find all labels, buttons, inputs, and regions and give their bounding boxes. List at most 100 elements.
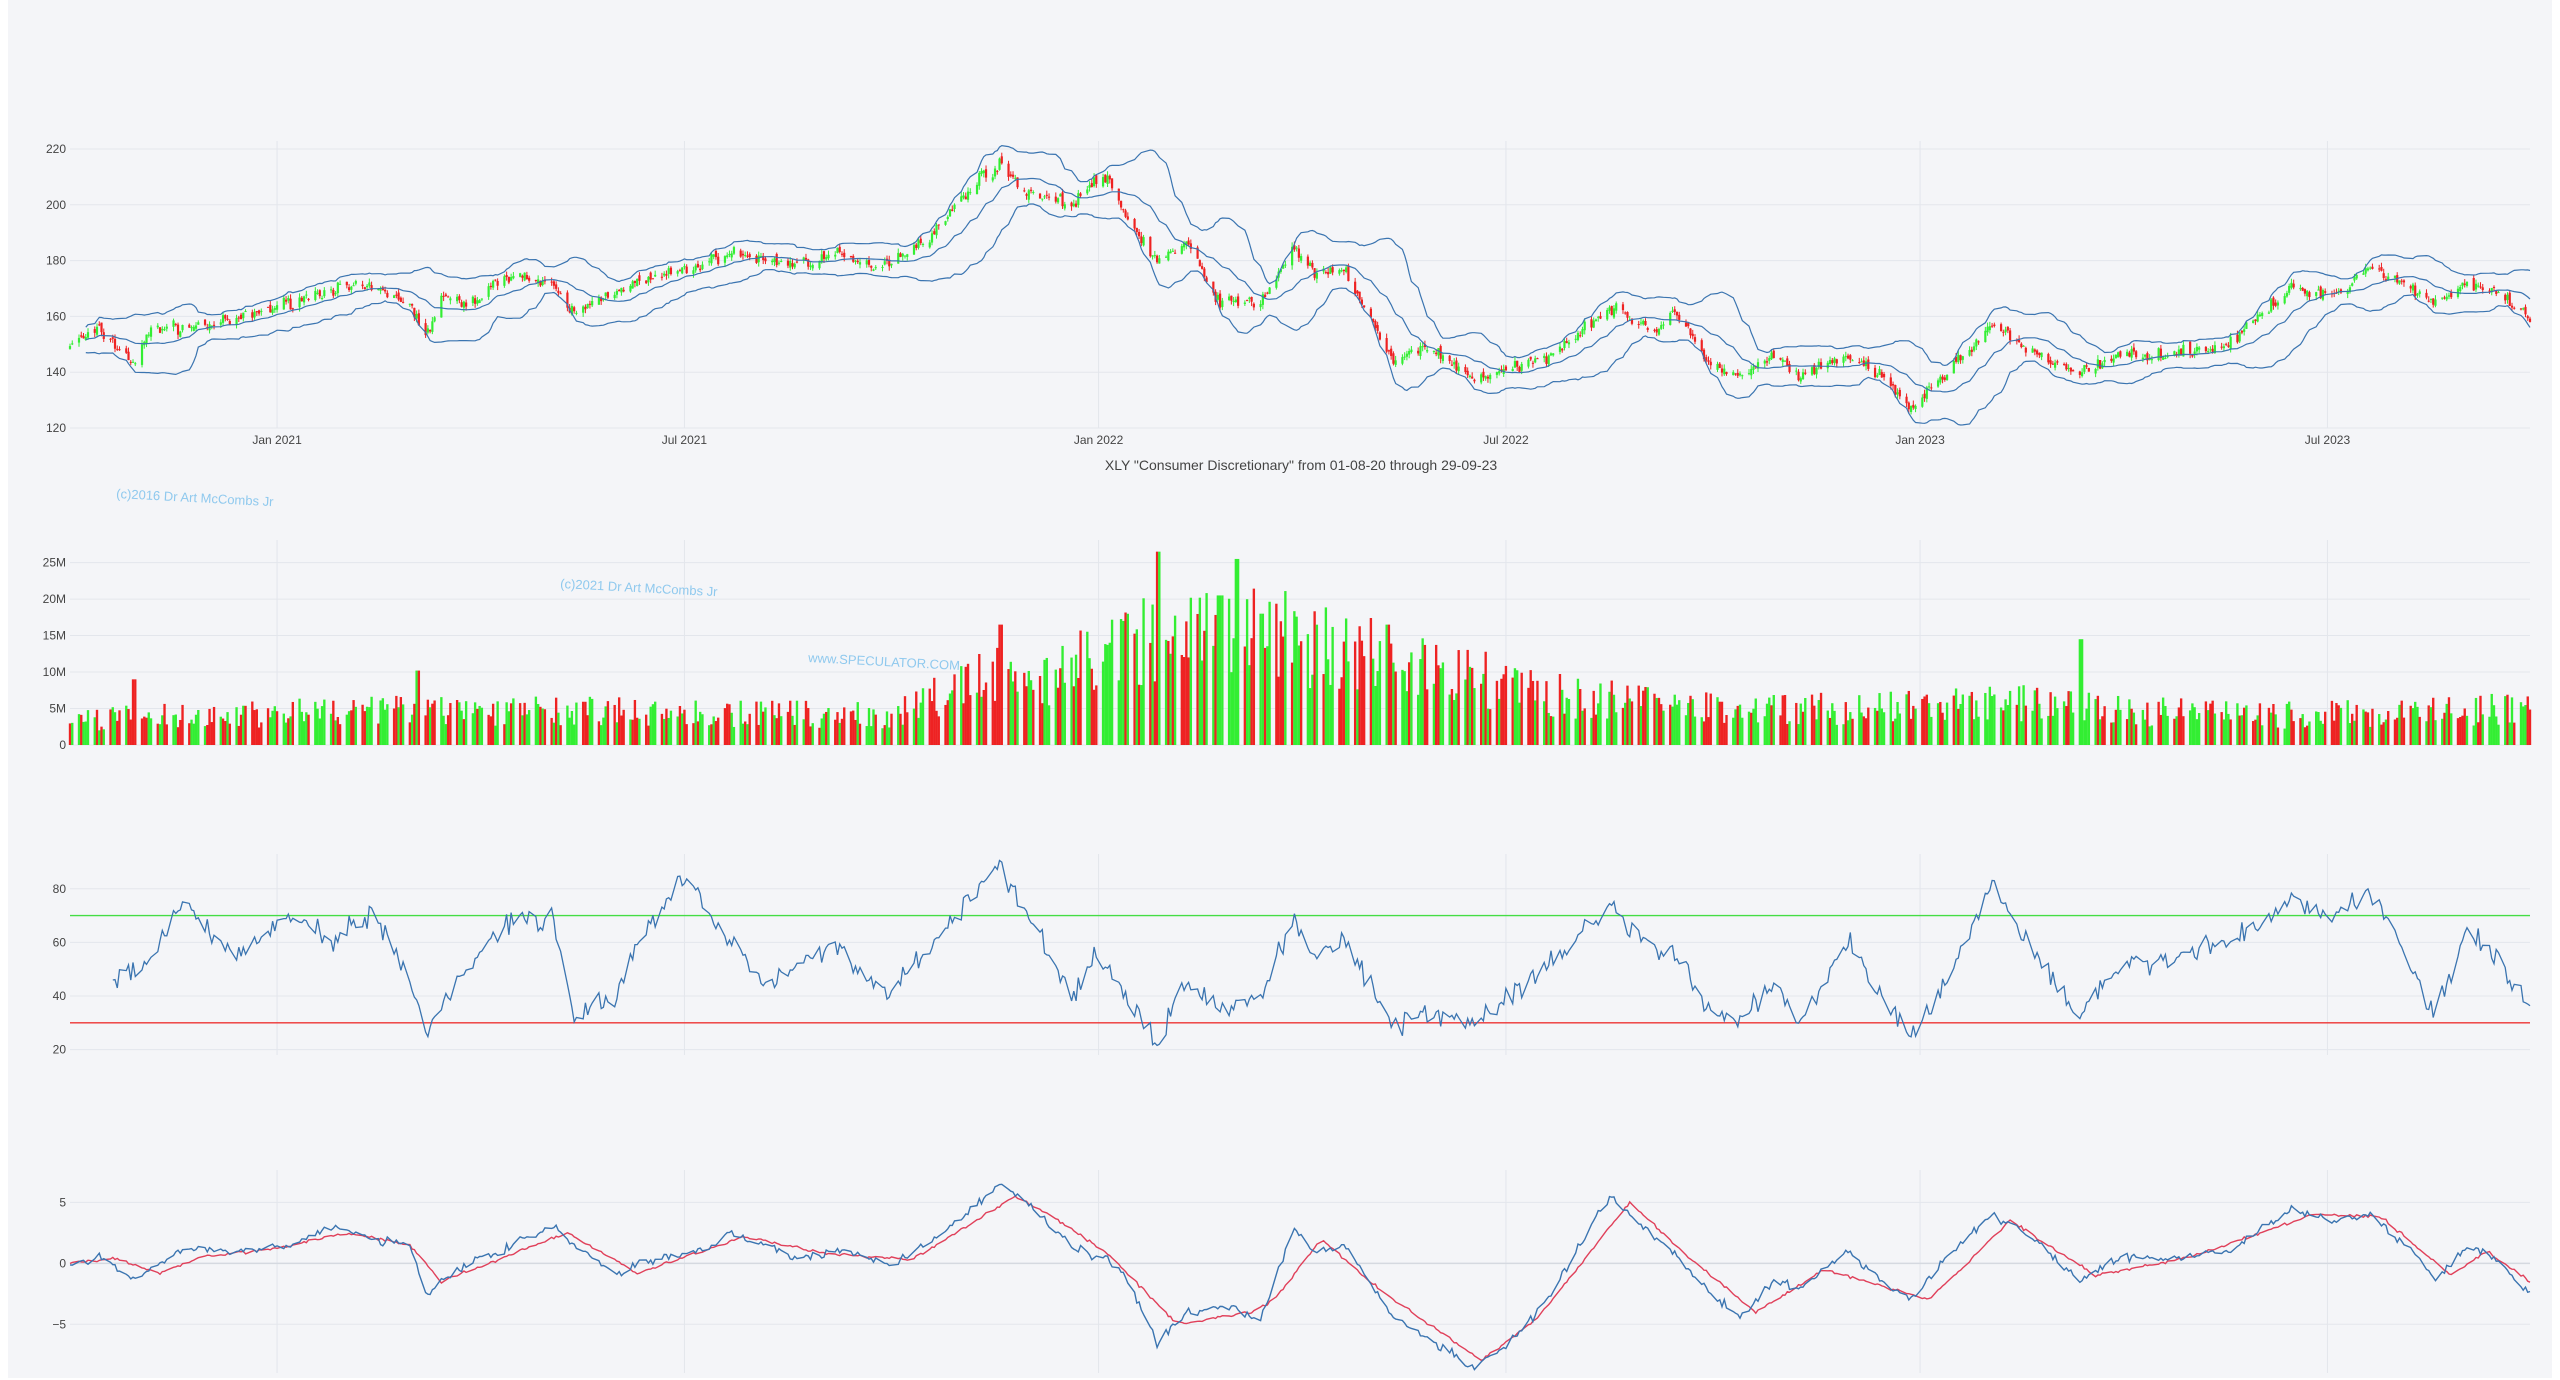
candle-body xyxy=(660,276,664,278)
volume-bar xyxy=(1561,689,1564,745)
candle-body xyxy=(2135,351,2138,358)
candle-body xyxy=(2177,349,2180,355)
volume-bar xyxy=(2285,703,2289,745)
volume-bar xyxy=(1826,710,1829,745)
candle-body xyxy=(1029,189,1033,191)
volume-bar xyxy=(2400,700,2403,745)
candle-body xyxy=(1453,362,1456,365)
volume-bar xyxy=(2211,700,2214,745)
candle-body xyxy=(2159,348,2162,359)
candle-body xyxy=(1043,196,1046,198)
volume-bar xyxy=(1563,713,1566,745)
candle-body xyxy=(2258,314,2262,317)
volume-bar xyxy=(1954,688,1958,745)
candle-body xyxy=(1061,192,1064,207)
volume-bar xyxy=(771,700,774,745)
candle-body xyxy=(131,361,135,363)
candle-body xyxy=(1119,200,1123,208)
candle-body xyxy=(1513,361,1517,368)
volume-bar xyxy=(1972,719,1976,745)
volume-bar xyxy=(1441,662,1445,745)
volume-bar xyxy=(147,712,150,745)
volume-bar xyxy=(1259,613,1262,745)
volume-bar xyxy=(2256,715,2259,745)
volume-bar xyxy=(807,707,810,745)
candle-body xyxy=(629,285,632,292)
candle-body xyxy=(739,250,742,257)
candle-body xyxy=(1925,387,1928,399)
candle-body xyxy=(809,265,812,267)
candle-body xyxy=(1324,272,1327,274)
candle-body xyxy=(1986,326,1989,333)
candle-body xyxy=(2402,280,2406,283)
candle-body xyxy=(1198,260,1201,267)
volume-bar xyxy=(1952,695,1956,745)
candle-body xyxy=(1977,341,1980,343)
volume-bar xyxy=(316,708,319,745)
volume-bar xyxy=(991,661,994,745)
candle-body xyxy=(2166,356,2169,358)
candle-body xyxy=(2274,302,2277,306)
volume-bar xyxy=(1891,721,1895,745)
volume-bar xyxy=(1716,697,1719,745)
candle-body xyxy=(600,297,603,302)
volume-bar xyxy=(606,701,610,745)
candle-body xyxy=(1961,356,1964,360)
volume-bar xyxy=(1180,654,1184,745)
candle-body xyxy=(1498,371,1501,374)
candle-body xyxy=(2252,320,2255,324)
volume-bar xyxy=(1738,704,1742,745)
volume-bar xyxy=(2112,722,2115,745)
candle-body xyxy=(631,281,634,289)
candle-body xyxy=(221,315,225,323)
volume-bar xyxy=(2272,704,2275,745)
candle-body xyxy=(1338,270,1341,274)
volume-bar xyxy=(1043,659,1046,745)
candle-body xyxy=(2434,299,2437,306)
volume-bar xyxy=(748,713,751,745)
volume-bar xyxy=(2080,639,2084,745)
volume-bar xyxy=(714,721,718,745)
volume-bar xyxy=(2114,709,2118,745)
volume-bar xyxy=(379,700,382,745)
volume-bar xyxy=(1639,706,1643,745)
candle-body xyxy=(728,254,731,256)
candle-body xyxy=(1957,354,1960,363)
volume-bar xyxy=(1196,613,1199,745)
volume-bar xyxy=(764,707,767,745)
candle-body xyxy=(433,317,436,322)
volume-bar xyxy=(1642,690,1645,745)
candle-body xyxy=(1673,309,1676,312)
volume-bar xyxy=(2209,703,2212,745)
gridlines xyxy=(70,141,2530,1373)
candle-body xyxy=(1671,310,1674,312)
volume-bar xyxy=(2416,706,2419,745)
volume-bar xyxy=(2287,701,2291,745)
volume-bar xyxy=(1214,614,1217,745)
volume-bar xyxy=(1466,649,1469,745)
candle-body xyxy=(1678,314,1681,320)
volume-bar xyxy=(1119,619,1123,745)
volume-bar xyxy=(1545,681,1548,745)
volume-bar xyxy=(883,725,886,745)
volume-bar xyxy=(852,710,855,745)
volume-bar xyxy=(1329,684,1332,745)
candle-body xyxy=(2099,360,2102,369)
candle-body xyxy=(82,335,85,339)
volume-bar xyxy=(257,727,261,745)
candle-body xyxy=(1500,369,1503,371)
volume-bar xyxy=(1200,660,1204,745)
candle-body xyxy=(1943,377,1946,380)
candle-body xyxy=(2492,286,2496,288)
candle-body xyxy=(1930,387,1933,389)
candle-body xyxy=(2222,346,2226,349)
volume-bar xyxy=(476,708,479,745)
volume-bar xyxy=(1009,661,1012,745)
candle-body xyxy=(1876,375,1879,377)
volume-bar xyxy=(1495,680,1499,745)
candle-body xyxy=(1621,304,1625,311)
volume-bar xyxy=(1281,636,1285,745)
candle-body xyxy=(1216,294,1219,300)
candle-body xyxy=(1939,376,1942,383)
candle-body xyxy=(726,255,729,258)
